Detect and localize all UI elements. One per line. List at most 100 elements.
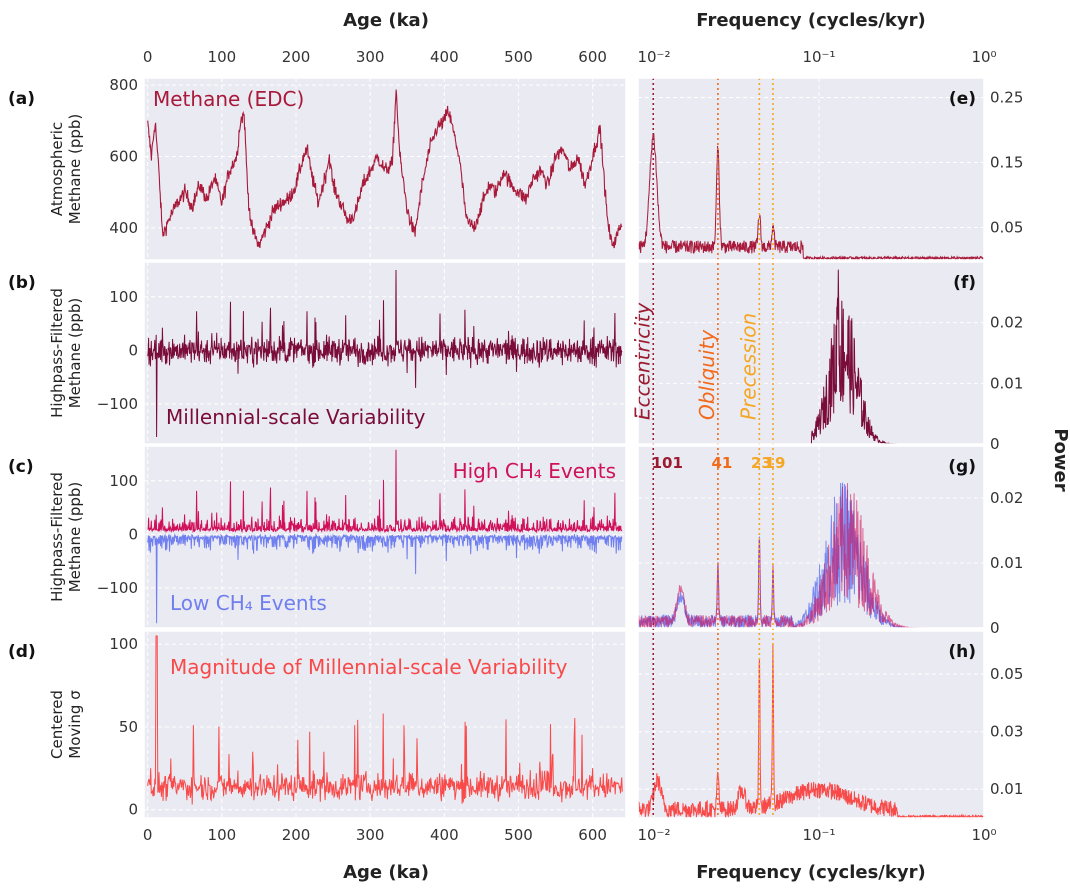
y-tick-label-g: 0	[990, 619, 1000, 637]
y-tick-label-c: 100	[109, 472, 138, 490]
orbital-band-name-text: Eccentricity	[630, 301, 654, 420]
plot-frame	[637, 261, 985, 445]
plot-frame	[143, 77, 627, 261]
spectrum-line-e	[637, 133, 985, 262]
y-axis-label-line: Highpass-Filtered	[48, 288, 66, 418]
panel-label-d: (d)	[8, 642, 36, 662]
y-axis-label-d: Centered Moving σ	[48, 690, 84, 759]
orbital-band-name: Eccentricity	[630, 301, 654, 420]
orbital-band-name: Precession	[736, 313, 760, 420]
y-axis-label-line: Atmospheric	[48, 122, 66, 216]
frequency-axis-title-top: Frequency (cycles/kyr)	[696, 10, 925, 31]
plot-background-a	[144, 78, 626, 260]
y-axis-label-line: Methane (ppb)	[66, 298, 84, 409]
panel-label-e: (e)	[949, 89, 976, 109]
panel-label-f: (f)	[953, 273, 976, 293]
annotation-high-events: High CH₄ Events	[453, 459, 616, 483]
panel-label-g: (g)	[948, 457, 976, 477]
age-tick-label-bottom: 100	[208, 826, 237, 844]
age-tick-label-bottom: 500	[504, 826, 533, 844]
orbital-period-label: 23	[751, 454, 772, 472]
y-tick-label-c: 0	[128, 525, 138, 543]
y-tick-label-d: 0	[128, 801, 138, 819]
annotation-low-events: Low CH₄ Events	[170, 591, 327, 615]
y-tick-label-e: 0.05	[990, 219, 1023, 237]
y-axis-label-line: Methane (ppb)	[66, 482, 84, 593]
panel-label-h: (h)	[948, 642, 976, 662]
power-axis-label: Power	[1050, 428, 1070, 491]
age-tick-label-top: 100	[208, 48, 237, 66]
plot-frame	[637, 630, 985, 819]
annotation-methane: Methane (EDC)	[153, 87, 304, 111]
frequency-tick-label-bottom: 10⁰	[971, 826, 996, 844]
frequency-tick-label-bottom: 10⁻²	[637, 826, 670, 844]
y-axis-label-line: Centered	[48, 690, 66, 759]
age-tick-label-top: 400	[430, 48, 459, 66]
age-axis-title-top: Age (ka)	[343, 10, 429, 31]
plot-background-g	[638, 446, 984, 628]
y-tick-label-b: 0	[128, 341, 138, 359]
panel-label-b: (b)	[8, 273, 36, 293]
frequency-axis-title-bottom: Frequency (cycles/kyr)	[696, 862, 925, 883]
y-tick-label-e: 0.15	[990, 154, 1023, 172]
plot-background-e	[638, 78, 984, 260]
plot-frame	[143, 261, 627, 445]
magnitude-series-line	[147, 635, 623, 805]
y-tick-label-h: 0.01	[990, 780, 1023, 798]
age-tick-label-top: 0	[143, 48, 153, 66]
y-tick-label-a: 800	[109, 76, 138, 94]
annotation-millennial: Millennial-scale Variability	[166, 405, 426, 429]
plot-background-f	[638, 262, 984, 444]
plot-frame	[637, 77, 985, 261]
y-tick-label-a: 600	[109, 148, 138, 166]
methane-series-line	[147, 89, 623, 249]
y-tick-label-e: 0.25	[990, 89, 1023, 107]
high-events-series-line	[147, 449, 623, 534]
y-tick-label-a: 400	[109, 219, 138, 237]
y-tick-label-g: 0.01	[990, 554, 1023, 572]
orbital-period-label: 101	[652, 454, 683, 472]
y-tick-label-b: −100	[97, 395, 138, 413]
y-tick-label-b: 100	[109, 288, 138, 306]
y-tick-label-d: 50	[119, 718, 138, 736]
y-tick-label-h: 0.05	[990, 665, 1023, 683]
plot-area: 0010010020020030030040040050050060060010…	[8, 48, 1023, 844]
orbital-band-name: Obliquity	[695, 329, 719, 420]
annotation-magnitude: Magnitude of Millennial-scale Variabilit…	[170, 655, 568, 679]
y-axis-label-line: Moving σ	[66, 690, 84, 759]
age-tick-label-bottom: 0	[143, 826, 153, 844]
y-axis-label-a: Atmospheric Methane (ppb)	[48, 114, 84, 225]
y-tick-label-g: 0.02	[990, 489, 1023, 507]
y-tick-label-f: 0.01	[990, 374, 1023, 392]
age-tick-label-bottom: 400	[430, 826, 459, 844]
orbital-period-label: 41	[711, 454, 732, 472]
frequency-tick-label-top: 10⁻¹	[802, 48, 835, 66]
frequency-tick-label-top: 10⁻²	[637, 48, 670, 66]
plot-frame	[143, 630, 627, 819]
millennial-series-line	[147, 269, 623, 438]
y-tick-label-f: 0	[990, 435, 1000, 453]
age-tick-label-top: 500	[504, 48, 533, 66]
frequency-tick-label-bottom: 10⁻¹	[802, 826, 835, 844]
panel-label-c: (c)	[8, 457, 34, 477]
age-tick-label-top: 600	[578, 48, 607, 66]
y-tick-label-f: 0.02	[990, 314, 1023, 332]
plot-frame	[143, 445, 627, 629]
low-events-series-line	[147, 532, 623, 624]
orbital-band-name-text: Obliquity	[695, 329, 719, 420]
age-tick-label-top: 200	[282, 48, 311, 66]
age-tick-label-bottom: 200	[282, 826, 311, 844]
y-axis-label-b: Highpass-Filtered Methane (ppb)	[48, 288, 84, 418]
age-tick-label-bottom: 600	[578, 826, 607, 844]
orbital-band-name-text: Precession	[736, 313, 760, 420]
orbital-period-label: 19	[765, 454, 786, 472]
frequency-tick-label-top: 10⁰	[971, 48, 996, 66]
y-axis-label-c: Highpass-Filtered Methane (ppb)	[48, 472, 84, 602]
y-axis-label-line: Methane (ppb)	[66, 114, 84, 225]
age-axis-title-bottom: Age (ka)	[343, 862, 429, 883]
age-tick-label-top: 300	[356, 48, 385, 66]
y-axis-label-line: Highpass-Filtered	[48, 472, 66, 602]
panel-label-a: (a)	[8, 89, 35, 109]
plot-frame	[637, 445, 985, 629]
